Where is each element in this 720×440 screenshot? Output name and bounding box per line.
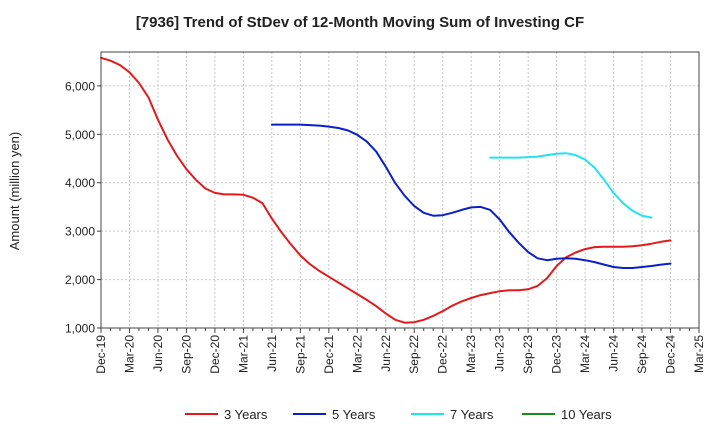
plot-frame bbox=[100, 51, 700, 329]
x-tick-label: Jun-21 bbox=[265, 335, 279, 372]
x-tick-label: Dec-20 bbox=[208, 335, 222, 374]
x-tick-label: Dec-23 bbox=[550, 335, 564, 374]
y-tick-label: 4,000 bbox=[65, 176, 95, 190]
x-tick-label: Jun-24 bbox=[607, 335, 621, 372]
grid-lines bbox=[101, 52, 699, 329]
x-axis: Dec-19 Mar-20 Jun-20 Sep-20 Dec-20 Mar-21 Jun-… bbox=[94, 328, 706, 374]
x-tick-label: Dec-19 bbox=[94, 335, 108, 374]
series-lines bbox=[100, 56, 672, 324]
x-tick-label: Sep-23 bbox=[521, 335, 535, 374]
x-tick-label: Mar-22 bbox=[350, 335, 364, 373]
x-tick-label: Dec-21 bbox=[322, 335, 336, 374]
y-tick-label: 6,000 bbox=[65, 79, 95, 93]
x-tick-label: Dec-22 bbox=[436, 335, 450, 374]
legend-label: 7 Years bbox=[450, 407, 494, 422]
y-tick-label: 1,000 bbox=[65, 322, 95, 336]
x-tick-label: Dec-24 bbox=[664, 335, 678, 374]
x-tick-label: Mar-23 bbox=[464, 335, 478, 373]
x-tick-label: Jun-22 bbox=[379, 335, 393, 372]
y-axis-label: Amount (million yen) bbox=[7, 132, 22, 251]
x-tick-label: Sep-22 bbox=[407, 335, 421, 374]
x-tick-label: Mar-20 bbox=[122, 335, 136, 373]
y-axis: 1,000 2,000 3,000 4,000 5,000 6,000 bbox=[65, 79, 101, 336]
x-tick-label: Jun-20 bbox=[151, 335, 165, 372]
legend-label: 3 Years bbox=[224, 407, 268, 422]
y-tick-label: 2,000 bbox=[65, 273, 95, 287]
y-tick-label: 3,000 bbox=[65, 225, 95, 239]
chart-title: [7936] Trend of StDev of 12-Month Moving… bbox=[135, 14, 585, 31]
x-tick-label: Mar-24 bbox=[578, 335, 592, 373]
y-tick-label: 5,000 bbox=[65, 128, 95, 142]
legend-label: 10 Years bbox=[561, 407, 612, 422]
legend-label: 5 Years bbox=[332, 407, 376, 422]
x-tick-label: Mar-21 bbox=[236, 335, 250, 373]
series-line bbox=[270, 123, 672, 269]
x-tick-label: Sep-24 bbox=[635, 335, 649, 374]
x-tick-label: Sep-20 bbox=[179, 335, 193, 374]
legend: 3 Years 5 Years 7 Years 10 Years bbox=[185, 407, 612, 422]
x-tick-label: Sep-21 bbox=[293, 335, 307, 374]
x-tick-label: Mar-25 bbox=[692, 335, 706, 373]
series-line bbox=[100, 56, 672, 324]
x-tick-label: Jun-23 bbox=[493, 335, 507, 372]
series-line bbox=[489, 152, 653, 219]
